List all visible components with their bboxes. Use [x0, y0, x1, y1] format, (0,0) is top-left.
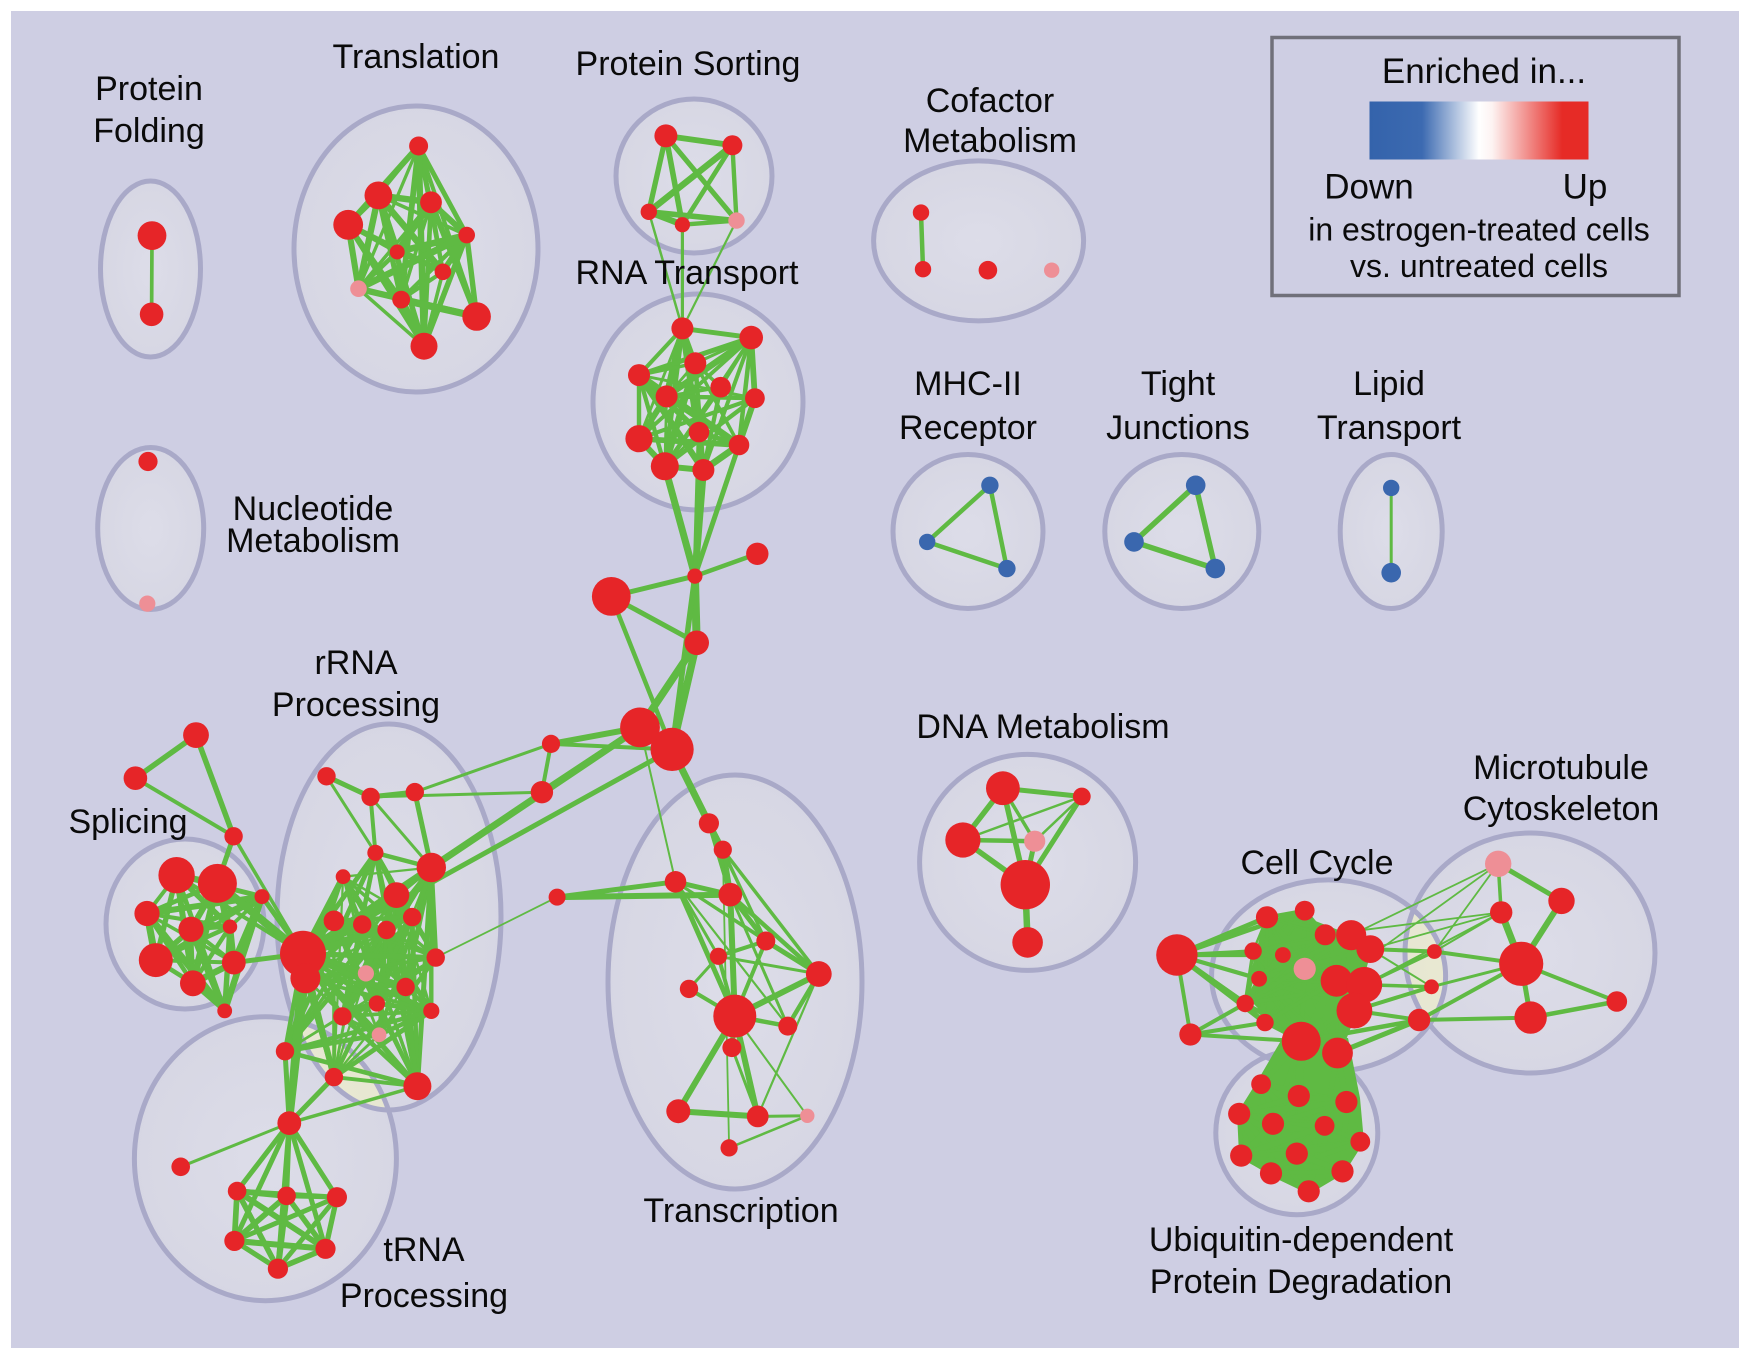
svg-text:Cell Cycle: Cell Cycle — [1240, 844, 1393, 882]
svg-text:Metabolism: Metabolism — [903, 122, 1077, 160]
svg-text:Splicing: Splicing — [68, 803, 187, 841]
svg-text:Junctions: Junctions — [1106, 409, 1250, 447]
svg-text:Transport: Transport — [1317, 409, 1462, 447]
svg-text:Enriched in...: Enriched in... — [1382, 52, 1586, 91]
svg-text:Protein: Protein — [95, 70, 203, 108]
svg-text:rRNA: rRNA — [314, 644, 397, 682]
svg-text:Protein Sorting: Protein Sorting — [576, 45, 801, 83]
svg-text:Protein Degradation: Protein Degradation — [1150, 1263, 1452, 1301]
svg-text:Down: Down — [1324, 168, 1413, 207]
svg-text:Folding: Folding — [93, 112, 205, 150]
svg-text:Tight: Tight — [1141, 365, 1216, 403]
svg-text:Microtubule: Microtubule — [1473, 749, 1649, 787]
svg-text:Transcription: Transcription — [643, 1192, 838, 1230]
svg-text:Receptor: Receptor — [899, 409, 1037, 447]
svg-text:Lipid: Lipid — [1353, 365, 1425, 403]
svg-text:Cofactor: Cofactor — [926, 82, 1055, 120]
svg-text:Processing: Processing — [340, 1277, 508, 1315]
svg-text:Translation: Translation — [333, 38, 500, 76]
svg-text:Ubiquitin-dependent: Ubiquitin-dependent — [1149, 1221, 1454, 1259]
svg-text:in estrogen-treated cells: in estrogen-treated cells — [1308, 212, 1650, 248]
svg-text:vs. untreated cells: vs. untreated cells — [1350, 248, 1608, 284]
svg-text:tRNA: tRNA — [383, 1231, 465, 1269]
svg-text:MHC-II: MHC-II — [914, 365, 1022, 403]
svg-text:DNA Metabolism: DNA Metabolism — [916, 708, 1169, 746]
svg-text:Cytoskeleton: Cytoskeleton — [1463, 790, 1660, 828]
svg-text:Metabolism: Metabolism — [226, 522, 400, 560]
svg-text:Up: Up — [1563, 168, 1608, 207]
svg-text:Processing: Processing — [272, 686, 440, 724]
svg-text:RNA Transport: RNA Transport — [576, 254, 800, 292]
